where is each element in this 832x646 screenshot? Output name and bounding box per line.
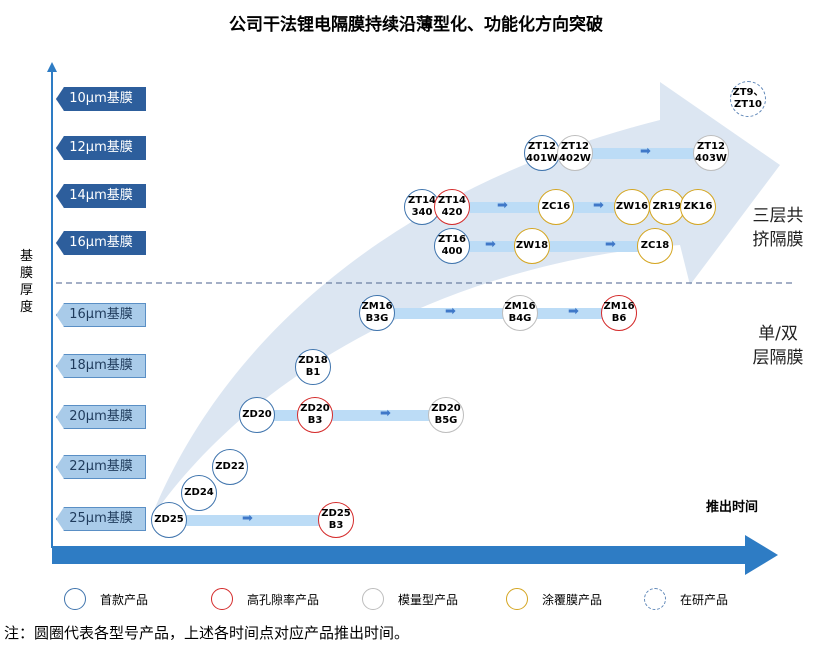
- legend-circle-icon: [362, 588, 384, 610]
- thickness-label: 25μm基膜: [56, 507, 146, 531]
- product-circle: ZT12 402W: [557, 135, 593, 171]
- arrow-icon: ➡: [380, 406, 391, 421]
- x-axis-label: 推出时间: [706, 500, 759, 515]
- arrow-icon: ➡: [485, 237, 496, 252]
- group-triple-layer: 三层共 挤隔膜: [752, 206, 804, 250]
- product-circle: ZD25: [151, 502, 187, 538]
- legend-label: 高孔隙率产品: [247, 592, 320, 607]
- arrow-icon: ➡: [605, 237, 616, 252]
- product-circle: ZM16 B6: [601, 295, 637, 331]
- product-circle: ZT14 420: [434, 189, 470, 225]
- legend-circle-icon: [211, 588, 233, 610]
- arrow-icon: ➡: [242, 511, 253, 526]
- arrow-icon: ➡: [445, 304, 456, 319]
- product-circle: ZD20 B5G: [428, 397, 464, 433]
- product-circle: ZD24: [181, 475, 217, 511]
- product-circle: ZT12 401W: [524, 135, 560, 171]
- connector-bar: [556, 202, 632, 213]
- legend-label: 在研产品: [680, 592, 729, 607]
- product-circle: ZT12 403W: [693, 135, 729, 171]
- connector-bar: [377, 308, 619, 319]
- product-circle: ZM16 B4G: [502, 295, 538, 331]
- legend-item: 涂覆膜产品: [506, 588, 602, 610]
- legend-item: 模量型产品: [362, 588, 458, 610]
- product-circle: ZT16 400: [434, 228, 470, 264]
- thickness-label: 16μm基膜: [56, 303, 146, 327]
- thickness-label: 10μm基膜: [56, 87, 146, 111]
- thickness-label: 18μm基膜: [56, 354, 146, 378]
- connector-bar: [257, 410, 446, 421]
- group-single-layer: 单/双 层隔膜: [752, 324, 804, 368]
- legend-label: 首款产品: [100, 592, 149, 607]
- product-circle: ZR19: [649, 189, 685, 225]
- arrow-icon: ➡: [568, 304, 579, 319]
- product-circle: ZT9、 ZT10: [730, 81, 766, 117]
- legend-item: 高孔隙率产品: [211, 588, 319, 610]
- arrow-icon: ➡: [640, 144, 651, 159]
- connector-bar: [520, 308, 619, 319]
- product-circle: ZD25 B3: [318, 502, 354, 538]
- product-circle: ZW16: [614, 189, 650, 225]
- legend-item: 首款产品: [64, 588, 148, 610]
- product-circle: ZC18: [637, 228, 673, 264]
- arrow-icon: ➡: [497, 198, 508, 213]
- product-circle: ZM16 B3G: [359, 295, 395, 331]
- legend-circle-icon: [506, 588, 528, 610]
- connector-bar: [169, 515, 336, 526]
- title: 公司干法锂电隔膜持续沿薄型化、功能化方向突破: [229, 15, 603, 35]
- connector-bar: [575, 148, 711, 159]
- connector-bar: [532, 241, 655, 252]
- legend-label: 涂覆膜产品: [542, 592, 603, 607]
- footnote: 注：圆圈代表各型号产品，上述各时间点对应产品推出时间。: [4, 624, 410, 642]
- product-circle: ZD20 B3: [297, 397, 333, 433]
- thickness-label: 22μm基膜: [56, 455, 146, 479]
- legend-item: 在研产品: [644, 588, 728, 610]
- thickness-label: 12μm基膜: [56, 136, 146, 160]
- thickness-label: 14μm基膜: [56, 184, 146, 208]
- product-circle: ZK16: [680, 189, 716, 225]
- y-axis-label: 基膜厚度: [20, 249, 34, 315]
- product-circle: ZW18: [514, 228, 550, 264]
- legend-label: 模量型产品: [398, 592, 459, 607]
- product-circle: ZD22: [212, 449, 248, 485]
- product-circle: ZD20: [239, 397, 275, 433]
- thickness-label: 16μm基膜: [56, 231, 146, 255]
- product-circle: ZD18 B1: [295, 349, 331, 385]
- arrow-icon: ➡: [593, 198, 604, 213]
- legend-circle-icon: [64, 588, 86, 610]
- product-circle: ZC16: [538, 189, 574, 225]
- legend-circle-icon: [644, 588, 666, 610]
- thickness-label: 20μm基膜: [56, 405, 146, 429]
